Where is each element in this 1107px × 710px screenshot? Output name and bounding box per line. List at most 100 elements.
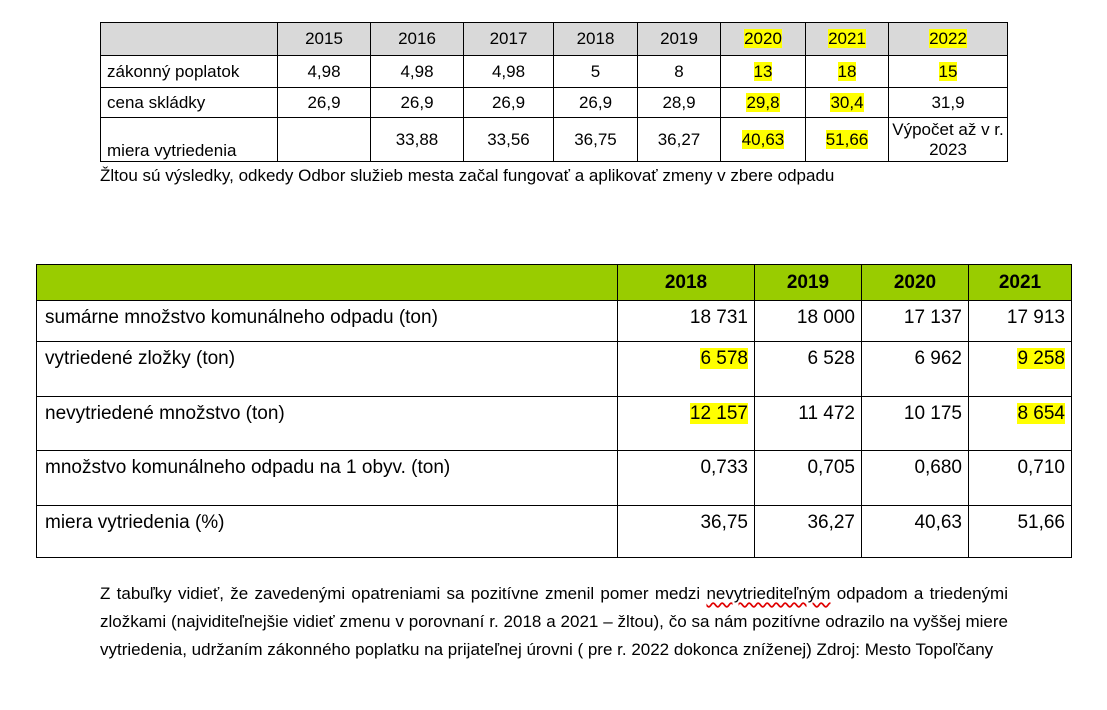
table-cell: 4,98 xyxy=(370,55,464,88)
table-cell: Výpočet až v r. 2023 xyxy=(888,117,1008,162)
cell-value: 36,27 xyxy=(807,512,855,533)
cell-value: 18 xyxy=(837,61,857,81)
row-label: zákonný poplatok xyxy=(100,55,278,88)
row-label: miera vytriedenia xyxy=(100,117,278,162)
year-label: 2020 xyxy=(744,29,782,48)
header-year-cell: 2018 xyxy=(553,22,638,56)
table-cell: 8 654 xyxy=(968,396,1072,451)
table-row: vytriedené zložky (ton) 6 578 6 528 6 962 9 … xyxy=(36,341,1072,397)
header-year-cell: 2019 xyxy=(754,264,862,301)
paragraph-text: odpadom a triedenými zložkami (najvidite… xyxy=(100,584,1008,659)
cell-value: 15 xyxy=(938,61,958,81)
year-label: 2018 xyxy=(576,29,615,48)
cell-value: 40,63 xyxy=(741,129,785,149)
table-cell: 0,710 xyxy=(968,450,1072,506)
header-year-cell: 2019 xyxy=(637,22,721,56)
row-label: cena skládky xyxy=(100,87,278,118)
cell-value: Výpočet až v r. 2023 xyxy=(892,119,1004,159)
table-cell: 17 913 xyxy=(968,300,1072,342)
cell-value: 40,63 xyxy=(914,512,962,533)
year-label: 2022 xyxy=(929,29,967,48)
cell-value: 26,9 xyxy=(307,92,341,112)
cell-value: 0,733 xyxy=(700,457,748,478)
cell-value: 12 157 xyxy=(689,403,748,424)
table-header-row: 2015 2016 2017 2018 2019 2020 2021 2022 xyxy=(100,22,1008,56)
table-cell: 30,4 xyxy=(805,87,889,118)
year-label: 2015 xyxy=(305,29,343,48)
cell-value: 33,56 xyxy=(487,129,530,149)
cell-value: 4,98 xyxy=(307,61,341,81)
header-year-cell: 2017 xyxy=(463,22,554,56)
cell-value: 0,705 xyxy=(807,457,855,478)
table-row: miera vytriedenia 33,88 33,56 36,75 36,27 40,… xyxy=(100,117,1008,162)
cell-value: 51,66 xyxy=(1017,512,1065,533)
table-cell: 26,9 xyxy=(553,87,638,118)
header-empty-cell xyxy=(36,264,618,301)
spellcheck-word: nevytriediteľným xyxy=(706,584,831,603)
table-header-row: 2018 2019 2020 2021 xyxy=(36,264,1072,301)
row-label: nevytriedené množstvo (ton) xyxy=(36,396,618,451)
summary-paragraph: Z tabuľky vidieť, že zavedenými opatreni… xyxy=(100,580,1008,664)
table-cell: 33,56 xyxy=(463,117,554,162)
cell-value: 18 000 xyxy=(796,307,855,328)
cell-value: 28,9 xyxy=(662,92,696,112)
table-cell: 31,9 xyxy=(888,87,1008,118)
table-cell: 13 xyxy=(720,55,806,88)
table-cell: 26,9 xyxy=(277,87,371,118)
table-cell: 33,88 xyxy=(370,117,464,162)
table-cell: 9 258 xyxy=(968,341,1072,397)
table-cell: 40,63 xyxy=(861,505,969,558)
cell-value: 17 137 xyxy=(903,307,962,328)
table-cell: 8 xyxy=(637,55,721,88)
header-year-cell: 2022 xyxy=(888,22,1008,56)
table-cell: 6 578 xyxy=(617,341,755,397)
table-cell: 17 137 xyxy=(861,300,969,342)
cell-value: 36,75 xyxy=(700,512,748,533)
waste-table: 2018 2019 2020 2021 sumárne množstvo komunál… xyxy=(36,264,1072,558)
year-label: 2021 xyxy=(828,29,866,48)
table-cell: 36,75 xyxy=(553,117,638,162)
paragraph-text: Z tabuľky vidieť, že zavedenými opatreni… xyxy=(100,584,707,603)
table-row: nevytriedené množstvo (ton) 12 157 11 472 1… xyxy=(36,396,1072,451)
table-cell: 18 000 xyxy=(754,300,862,342)
cell-value: 13 xyxy=(753,61,773,81)
table-cell: 18 731 xyxy=(617,300,755,342)
header-year-cell: 2015 xyxy=(277,22,371,56)
table-cell: 29,8 xyxy=(720,87,806,118)
table-cell: 51,66 xyxy=(968,505,1072,558)
table-cell xyxy=(277,117,371,162)
table-cell: 4,98 xyxy=(463,55,554,88)
cell-value: 4,98 xyxy=(400,61,434,81)
cell-value: 26,9 xyxy=(491,92,526,112)
header-year-cell: 2018 xyxy=(617,264,755,301)
table-cell: 40,63 xyxy=(720,117,806,162)
table-cell: 0,680 xyxy=(861,450,969,506)
table-cell: 15 xyxy=(888,55,1008,88)
header-year-cell: 2021 xyxy=(805,22,889,56)
table-cell: 10 175 xyxy=(861,396,969,451)
cell-value: 9 258 xyxy=(1017,348,1065,369)
cell-value: 6 528 xyxy=(807,348,855,369)
cell-value: 31,9 xyxy=(931,92,965,112)
table-cell: 18 xyxy=(805,55,889,88)
year-label: 2017 xyxy=(489,29,528,48)
cell-value: 6 962 xyxy=(914,348,962,369)
table-caption: Žltou sú výsledky, odkedy Odbor služieb … xyxy=(100,166,835,185)
table-cell: 6 962 xyxy=(861,341,969,397)
header-empty-cell xyxy=(100,22,278,56)
table-cell: 0,733 xyxy=(617,450,755,506)
cell-value: 29,8 xyxy=(746,92,780,112)
table-cell: 11 472 xyxy=(754,396,862,451)
year-label: 2019 xyxy=(660,29,698,48)
table-cell: 26,9 xyxy=(463,87,554,118)
cell-value: 17 913 xyxy=(1006,307,1065,328)
table-cell: 36,27 xyxy=(754,505,862,558)
table-cell: 12 157 xyxy=(617,396,755,451)
table-cell: 28,9 xyxy=(637,87,721,118)
table-row: zákonný poplatok 4,98 4,98 4,98 5 8 13 18 15 xyxy=(100,55,1008,88)
header-year-cell: 2020 xyxy=(861,264,969,301)
cell-value: 10 175 xyxy=(903,403,962,424)
row-label: množstvo komunálneho odpadu na 1 obyv. (… xyxy=(36,450,618,506)
cell-value: 8 654 xyxy=(1017,403,1065,424)
table-cell: 26,9 xyxy=(370,87,464,118)
